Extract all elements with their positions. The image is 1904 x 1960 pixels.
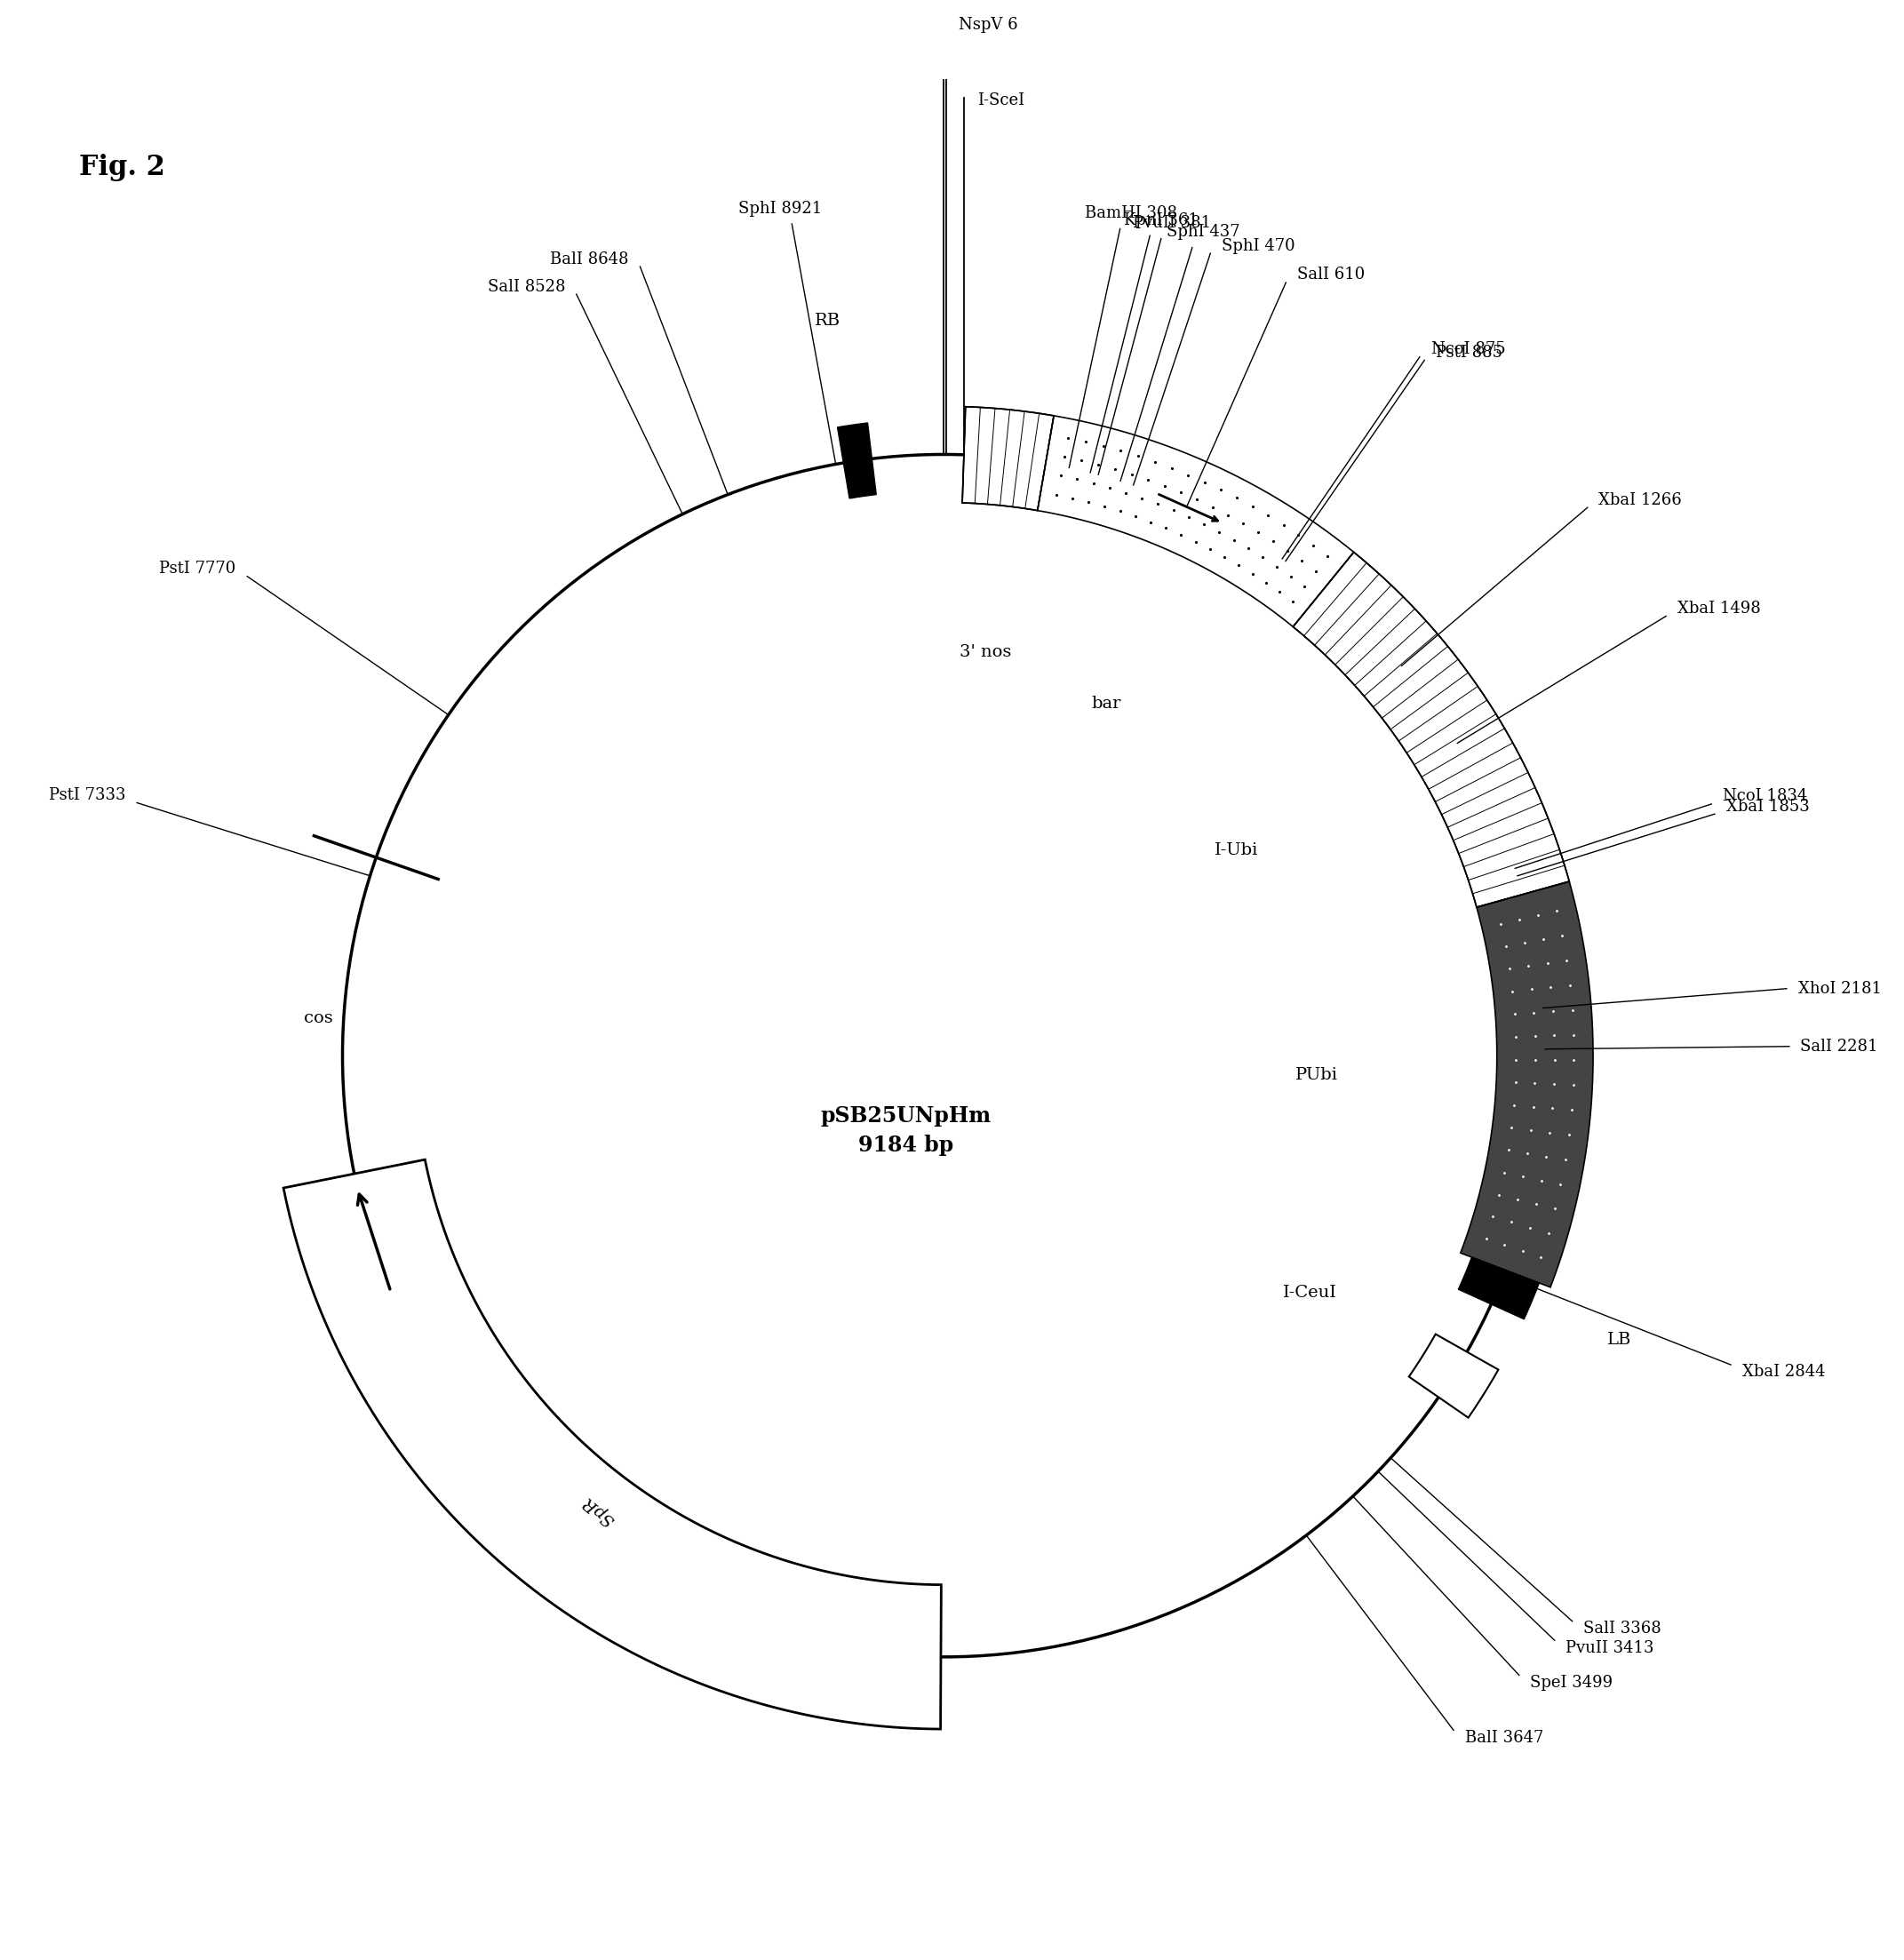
Text: I-Ubi: I-Ubi bbox=[1215, 843, 1259, 858]
Text: PUbi: PUbi bbox=[1295, 1068, 1339, 1084]
Text: NcoI 1834: NcoI 1834 bbox=[1723, 788, 1807, 804]
Text: I-CeuI: I-CeuI bbox=[1283, 1286, 1337, 1301]
Text: SpR: SpR bbox=[581, 1494, 619, 1529]
Text: XhoI 2181: XhoI 2181 bbox=[1797, 980, 1881, 996]
Text: Fig. 2: Fig. 2 bbox=[80, 153, 166, 182]
Text: pSB25UNpHm
9184 bp: pSB25UNpHm 9184 bp bbox=[821, 1105, 992, 1156]
Text: XbaI 2844: XbaI 2844 bbox=[1742, 1364, 1826, 1380]
Text: SalI 610: SalI 610 bbox=[1297, 267, 1365, 282]
Text: SphI 8921: SphI 8921 bbox=[739, 200, 823, 216]
Text: SalI 3368: SalI 3368 bbox=[1584, 1621, 1662, 1637]
Polygon shape bbox=[962, 406, 1053, 510]
Text: NcoI 875: NcoI 875 bbox=[1432, 341, 1506, 357]
Text: XbaI 1498: XbaI 1498 bbox=[1677, 600, 1761, 617]
Text: BalI 3647: BalI 3647 bbox=[1464, 1731, 1544, 1746]
Text: PvuII 3413: PvuII 3413 bbox=[1565, 1641, 1655, 1656]
Text: PstI 7333: PstI 7333 bbox=[50, 788, 126, 804]
Text: XbaI 1853: XbaI 1853 bbox=[1725, 798, 1809, 815]
Polygon shape bbox=[1293, 553, 1569, 907]
Text: SphI 437: SphI 437 bbox=[1167, 223, 1240, 239]
Text: PvuII 381: PvuII 381 bbox=[1133, 216, 1211, 231]
Polygon shape bbox=[1409, 1335, 1498, 1417]
Polygon shape bbox=[1460, 882, 1594, 1288]
Text: cos: cos bbox=[305, 1009, 333, 1027]
Text: 3' nos: 3' nos bbox=[960, 645, 1011, 661]
Text: NspV 6: NspV 6 bbox=[960, 16, 1019, 33]
Text: SalI 2281: SalI 2281 bbox=[1801, 1039, 1877, 1054]
Text: SphI 470: SphI 470 bbox=[1222, 237, 1295, 253]
Polygon shape bbox=[1038, 416, 1354, 627]
Text: LB: LB bbox=[1607, 1333, 1632, 1348]
Text: XbaI 1266: XbaI 1266 bbox=[1599, 492, 1681, 508]
Polygon shape bbox=[838, 423, 876, 498]
Text: SpeI 3499: SpeI 3499 bbox=[1531, 1674, 1613, 1691]
Text: I-SceI: I-SceI bbox=[977, 92, 1024, 108]
Polygon shape bbox=[1458, 1256, 1538, 1319]
Text: BamHI 308: BamHI 308 bbox=[1085, 206, 1177, 221]
Text: KpnI 361: KpnI 361 bbox=[1123, 212, 1198, 227]
Text: RB: RB bbox=[815, 314, 840, 329]
Text: SalI 8528: SalI 8528 bbox=[487, 278, 565, 294]
Text: bar: bar bbox=[1091, 696, 1121, 711]
Text: PstI 7770: PstI 7770 bbox=[160, 561, 236, 576]
Text: BalI 8648: BalI 8648 bbox=[550, 251, 628, 267]
Polygon shape bbox=[284, 1160, 941, 1729]
Text: PstI 885: PstI 885 bbox=[1436, 345, 1502, 361]
